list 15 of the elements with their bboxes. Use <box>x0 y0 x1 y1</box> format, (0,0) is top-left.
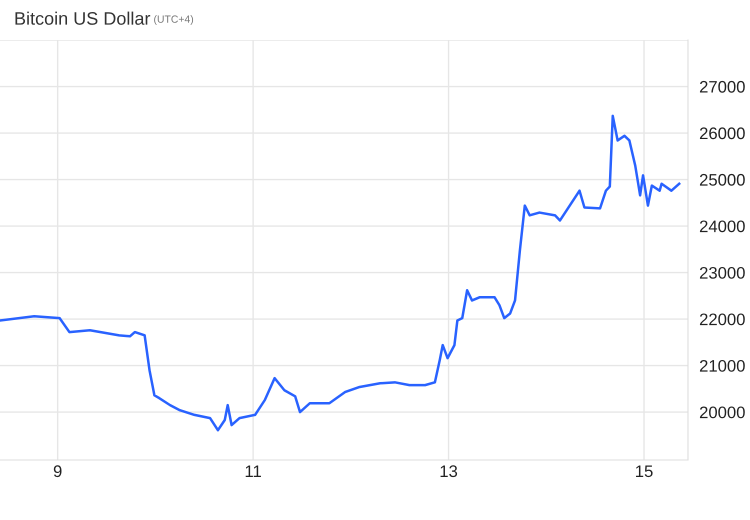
y-tick-label: 24000 <box>700 220 745 232</box>
y-tick-label: 26000 <box>700 127 745 140</box>
x-tick-label: 11 <box>246 465 261 477</box>
y-tick-label: 25000 <box>700 174 745 186</box>
y-tick-label: 20000 <box>700 406 745 418</box>
chart-subtitle: (UTC+4) <box>154 15 194 25</box>
x-tick-label: 9 <box>54 465 62 478</box>
y-tick-label: 27000 <box>700 80 745 93</box>
y-tick-label: 21000 <box>700 360 745 372</box>
x-tick-label: 13 <box>440 465 458 478</box>
y-tick-label: 23000 <box>700 266 745 279</box>
chart-title: Bitcoin US Dollar <box>15 12 150 25</box>
y-tick-label: 22000 <box>700 313 745 326</box>
line-series <box>0 114 680 432</box>
x-tick-label: 15 <box>636 465 653 478</box>
